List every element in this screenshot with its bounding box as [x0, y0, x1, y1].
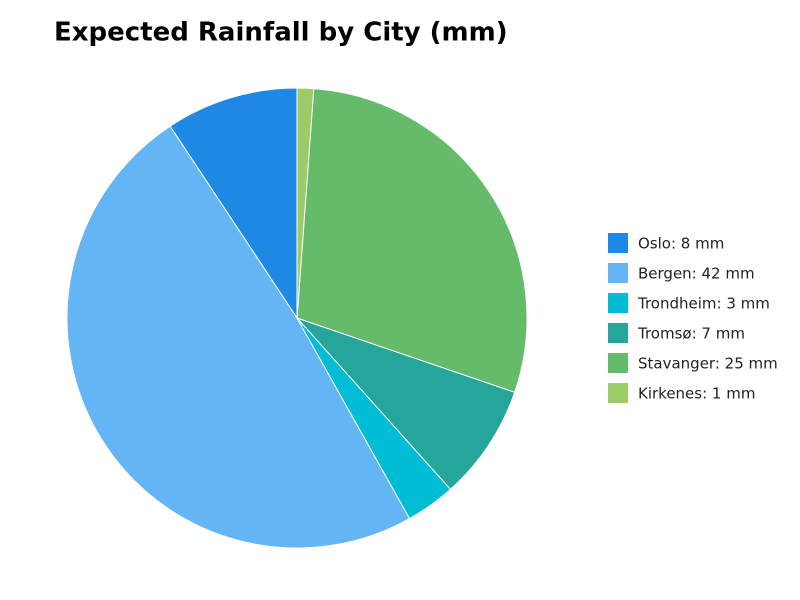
legend-label: Stavanger: 25 mm: [638, 355, 778, 373]
legend-swatch: [608, 233, 628, 253]
pie-slice: [296, 88, 528, 393]
legend-label: Bergen: 42 mm: [638, 265, 755, 283]
legend-swatch: [608, 323, 628, 343]
legend-swatch: [608, 263, 628, 283]
pie-slice: [296, 87, 315, 319]
chart-title: Expected Rainfall by City (mm): [54, 18, 508, 48]
legend-label: Kirkenes: 1 mm: [638, 385, 755, 403]
pie-slice: [295, 316, 516, 491]
legend-swatch: [608, 293, 628, 313]
legend-label: Oslo: 8 mm: [638, 235, 724, 253]
pie-slice: [169, 87, 298, 320]
pie-slice: [66, 125, 411, 549]
legend-swatch: [608, 383, 628, 403]
legend-label: Tromsø: 7 mm: [637, 325, 745, 343]
legend-swatch: [608, 353, 628, 373]
legend-label: Trondheim: 3 mm: [637, 295, 770, 313]
